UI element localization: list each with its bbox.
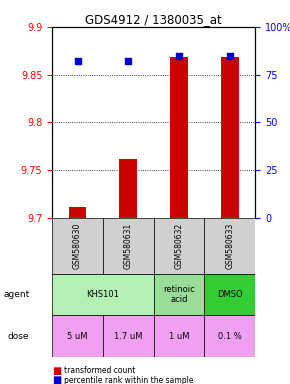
Text: DMSO: DMSO [217, 290, 243, 299]
Text: 1 uM: 1 uM [169, 332, 189, 341]
FancyBboxPatch shape [103, 218, 154, 274]
Bar [69, 207, 86, 218]
Text: GSM580633: GSM580633 [225, 223, 234, 269]
Text: retinoic
acid: retinoic acid [163, 285, 195, 304]
Text: percentile rank within the sample: percentile rank within the sample [64, 376, 193, 384]
FancyBboxPatch shape [204, 315, 255, 357]
Bar [221, 58, 239, 218]
Text: ■: ■ [52, 375, 61, 384]
FancyBboxPatch shape [52, 218, 103, 274]
Point [75, 58, 80, 65]
Point [177, 53, 182, 59]
Point [227, 53, 232, 59]
FancyBboxPatch shape [103, 315, 154, 357]
Text: GSM580632: GSM580632 [175, 223, 184, 269]
FancyBboxPatch shape [204, 274, 255, 315]
Text: GSM580631: GSM580631 [124, 223, 133, 269]
Title: GDS4912 / 1380035_at: GDS4912 / 1380035_at [85, 13, 222, 26]
Text: transformed count: transformed count [64, 366, 135, 375]
FancyBboxPatch shape [52, 315, 103, 357]
Text: agent: agent [3, 290, 29, 299]
FancyBboxPatch shape [154, 274, 204, 315]
Text: 1.7 uM: 1.7 uM [114, 332, 143, 341]
Text: GSM580630: GSM580630 [73, 223, 82, 269]
FancyBboxPatch shape [204, 218, 255, 274]
Text: 5 uM: 5 uM [67, 332, 88, 341]
Text: dose: dose [8, 332, 29, 341]
FancyBboxPatch shape [52, 274, 154, 315]
Text: 0.1 %: 0.1 % [218, 332, 242, 341]
Point [126, 58, 130, 65]
Bar [170, 58, 188, 218]
FancyBboxPatch shape [154, 218, 204, 274]
Text: KHS101: KHS101 [86, 290, 119, 299]
FancyBboxPatch shape [154, 315, 204, 357]
Text: ■: ■ [52, 366, 61, 376]
Bar [119, 159, 137, 218]
